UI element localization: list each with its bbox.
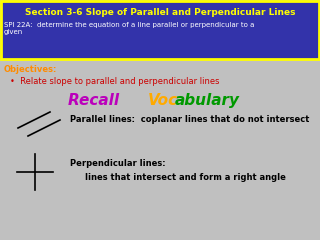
Text: abulary: abulary (175, 93, 240, 108)
Text: Recall: Recall (68, 93, 124, 108)
Text: •  Relate slope to parallel and perpendicular lines: • Relate slope to parallel and perpendic… (10, 77, 220, 86)
Text: Section 3-6 Slope of Parallel and Perpendicular Lines: Section 3-6 Slope of Parallel and Perpen… (25, 8, 295, 17)
Text: Objectives:: Objectives: (4, 65, 57, 74)
Text: Parallel lines:  coplanar lines that do not intersect: Parallel lines: coplanar lines that do n… (70, 115, 309, 125)
Text: Voc: Voc (148, 93, 178, 108)
Text: lines that intersect and form a right angle: lines that intersect and form a right an… (85, 174, 286, 182)
Text: Perpendicular lines:: Perpendicular lines: (70, 160, 166, 168)
Text: SPI 22A:  determine the equation of a line parallel or perpendicular to a
given: SPI 22A: determine the equation of a lin… (4, 22, 254, 35)
FancyBboxPatch shape (1, 1, 319, 59)
